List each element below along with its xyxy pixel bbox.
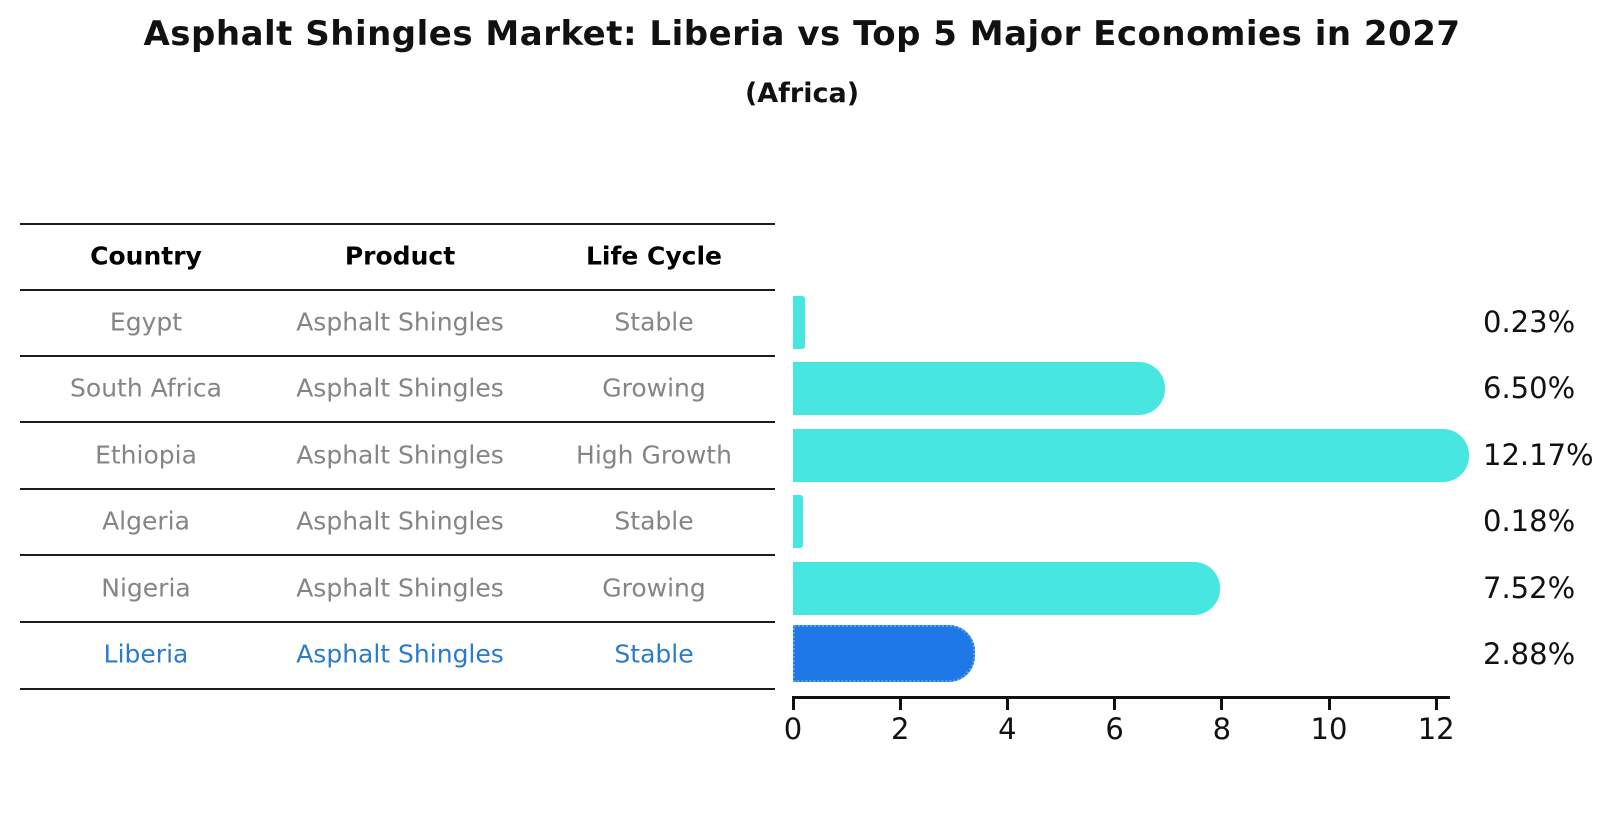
x-axis-tick	[1005, 696, 1009, 710]
table-rule	[20, 554, 775, 556]
table-cell-liberia: Asphalt Shingles	[296, 639, 504, 669]
x-axis-tick	[1113, 696, 1117, 710]
bar-value-label-algeria: 0.18%	[1483, 504, 1576, 538]
x-axis-tick-label: 2	[890, 712, 910, 746]
table-cell-algeria: Stable	[614, 506, 694, 536]
bar-nigeria	[793, 561, 1220, 615]
bar-value-label-ethiopia: 12.17%	[1483, 438, 1594, 472]
table-cell-egypt: Egypt	[109, 307, 183, 337]
x-axis-tick-label: 10	[1310, 712, 1348, 746]
table-rule	[20, 488, 775, 490]
table-rule	[20, 355, 775, 357]
table-cell-ethiopia: Asphalt Shingles	[296, 440, 504, 470]
chart-subtitle: (Africa)	[744, 78, 860, 109]
table-rule	[20, 223, 775, 225]
table-cell-south-africa: South Africa	[70, 373, 222, 403]
x-axis-tick	[1434, 696, 1438, 710]
table-cell-algeria: Asphalt Shingles	[296, 506, 504, 536]
table-cell-egypt: Stable	[614, 307, 694, 337]
table-cell-south-africa: Growing	[602, 373, 706, 403]
table-cell-nigeria: Nigeria	[101, 573, 191, 603]
table-header-product: Product	[344, 241, 456, 271]
table-cell-south-africa: Asphalt Shingles	[296, 373, 504, 403]
table-cell-ethiopia: High Growth	[576, 440, 732, 470]
x-axis-tick-label: 8	[1212, 712, 1232, 746]
table-cell-algeria: Algeria	[102, 506, 190, 536]
table-cell-nigeria: Growing	[602, 573, 706, 603]
table-rule	[20, 688, 775, 690]
bar-value-label-liberia: 2.88%	[1483, 637, 1576, 671]
x-axis-tick	[1327, 696, 1331, 710]
bar-value-label-nigeria: 7.52%	[1483, 571, 1576, 605]
table-cell-liberia: Liberia	[103, 639, 189, 669]
table-cell-egypt: Asphalt Shingles	[296, 307, 504, 337]
x-axis-tick-label: 6	[1105, 712, 1124, 746]
bar-ethiopia	[793, 428, 1469, 482]
table-rule	[20, 421, 775, 423]
bar-value-label-egypt: 0.23%	[1483, 305, 1576, 339]
table-cell-ethiopia: Ethiopia	[95, 440, 197, 470]
x-axis-tick-label: 12	[1417, 712, 1455, 746]
table-rule	[20, 289, 775, 291]
table-header-life-cycle: Life Cycle	[585, 241, 723, 271]
table-cell-liberia: Stable	[614, 639, 694, 669]
x-axis-tick	[1220, 696, 1224, 710]
x-axis-tick-label: 0	[783, 712, 803, 746]
bar-egypt	[793, 295, 805, 349]
bar-liberia	[793, 625, 975, 682]
x-axis-tick	[791, 696, 795, 710]
bar-algeria	[793, 494, 803, 548]
table-header-country: Country	[90, 241, 202, 271]
table-rule	[20, 621, 775, 623]
x-axis-tick-label: 4	[998, 712, 1017, 746]
x-axis-tick	[898, 696, 902, 710]
chart-title: Asphalt Shingles Market: Liberia vs Top …	[143, 14, 1461, 54]
bar-south-africa	[793, 361, 1165, 415]
x-axis-line	[792, 696, 1450, 699]
table-cell-nigeria: Asphalt Shingles	[296, 573, 504, 603]
bar-value-label-south-africa: 6.50%	[1483, 371, 1576, 405]
